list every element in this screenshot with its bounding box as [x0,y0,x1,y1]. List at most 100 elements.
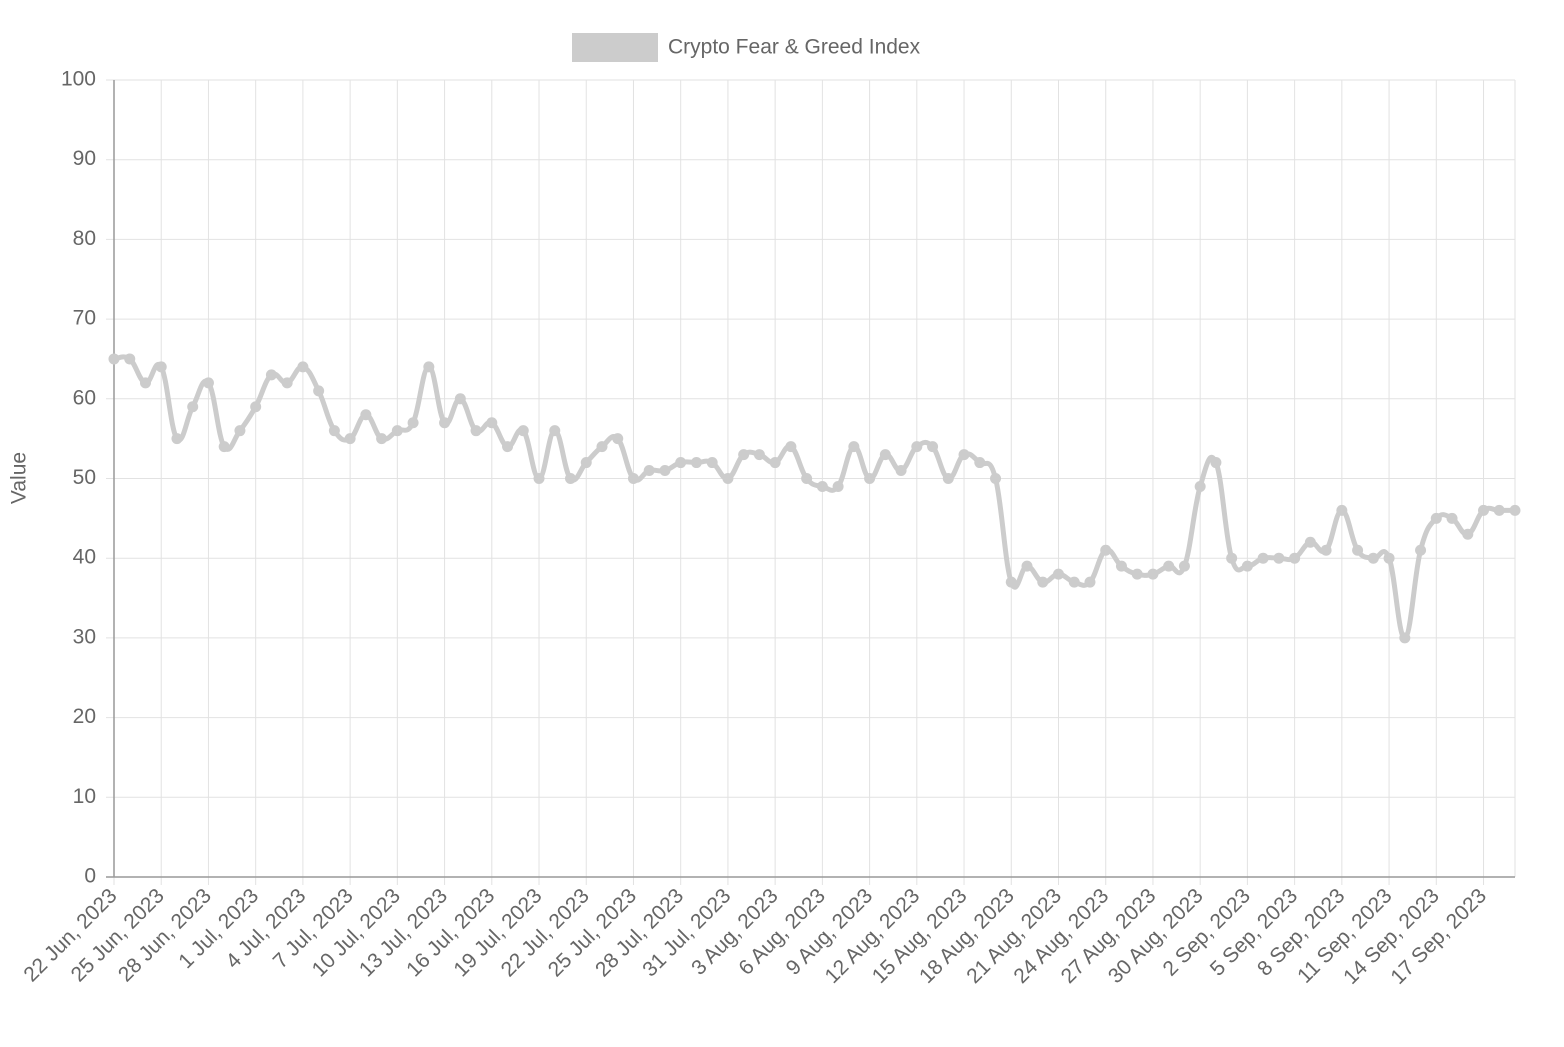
data-point [1509,504,1521,516]
data-point [502,441,514,453]
data-point [722,473,734,484]
data-point [360,409,372,421]
data-point [627,473,639,484]
data-point [376,433,388,445]
data-point [250,401,262,413]
data-point [690,457,702,469]
data-point [234,425,246,437]
legend-label: Crypto Fear & Greed Index [668,36,921,59]
data-point [1115,560,1127,572]
data-point [879,449,891,461]
data-point [344,433,356,445]
data-point [643,465,655,477]
data-point [801,473,813,484]
data-point [942,473,954,484]
y-tick-label: 90 [73,147,96,170]
data-point [533,473,545,484]
data-point [974,457,986,469]
data-point [407,417,419,429]
data-point [1383,552,1395,564]
data-point [439,417,451,429]
data-point [1147,568,1159,580]
data-point [1367,552,1379,564]
data-point [1068,576,1080,588]
y-tick-label: 40 [73,546,96,569]
y-tick-label: 60 [73,386,96,409]
data-point [423,361,435,373]
data-point [832,480,844,492]
data-point [1210,457,1222,469]
data-point [470,425,482,437]
data-point [218,441,230,453]
data-point [675,457,687,469]
data-point [297,361,309,373]
data-point [391,425,403,437]
data-point [612,433,624,445]
data-point [486,417,498,429]
data-point [328,425,340,437]
data-point [1052,568,1064,580]
data-point [958,449,970,461]
y-tick-label: 30 [73,625,96,648]
data-point [738,449,750,461]
data-point [927,441,939,453]
data-point [171,433,183,445]
data-point [1100,544,1112,556]
data-point [1131,568,1143,580]
data-point [1399,632,1411,644]
y-tick-label: 0 [84,865,96,888]
data-point [1178,560,1190,572]
data-point [549,425,561,437]
data-point [1493,504,1505,516]
y-tick-label: 100 [61,68,96,91]
data-point [202,377,214,389]
data-point [155,361,167,373]
data-point [1336,504,1348,516]
y-tick-label: 20 [73,705,96,728]
data-point [596,441,608,453]
data-point [580,457,592,469]
data-point [281,377,293,389]
data-point [1226,552,1238,564]
data-point [659,465,671,477]
data-point [1352,544,1364,556]
data-point [1462,528,1474,540]
data-point [1446,512,1458,524]
data-point [1037,576,1049,588]
data-point [1194,480,1206,492]
data-point [1478,504,1490,516]
data-point [1415,544,1427,556]
data-point [1320,544,1332,556]
data-point [187,401,199,413]
data-point [848,441,860,453]
data-point [706,457,718,469]
data-point [1005,576,1017,588]
data-point [517,425,529,437]
data-point [911,441,923,453]
data-point [769,457,781,469]
data-point [816,480,828,492]
data-point [1021,560,1033,572]
data-point [1304,536,1316,548]
data-point [139,377,151,389]
y-tick-label: 80 [73,227,96,250]
data-point [124,353,136,365]
y-tick-label: 70 [73,307,96,330]
data-point [108,353,120,365]
data-point [1084,576,1096,588]
legend-swatch [572,33,658,62]
data-point [1289,552,1301,564]
data-point [1257,552,1269,564]
y-tick-label: 50 [73,466,96,489]
data-point [785,441,797,453]
data-point [1241,560,1253,572]
data-point [565,473,577,484]
y-axis-title: Value [8,452,31,504]
data-point [864,473,876,484]
data-point [895,465,907,477]
data-point [265,369,277,381]
data-point [990,473,1002,484]
y-tick-label: 10 [73,785,96,808]
